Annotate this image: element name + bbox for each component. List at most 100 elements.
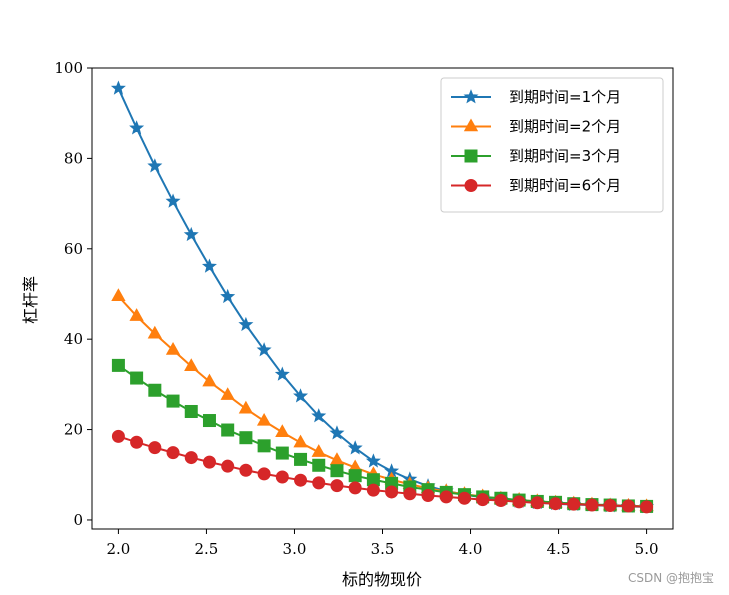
- data-point: [530, 496, 544, 510]
- data-point: [111, 288, 126, 301]
- data-point: [330, 479, 344, 493]
- x-tick-label: 3.5: [371, 540, 395, 558]
- data-point: [275, 446, 289, 460]
- x-tick-label: 5.0: [635, 540, 659, 558]
- data-point: [166, 446, 180, 460]
- data-point: [147, 325, 162, 339]
- data-point: [202, 455, 216, 469]
- data-point: [221, 459, 235, 473]
- data-point: [238, 400, 254, 414]
- legend-marker: [464, 149, 478, 163]
- data-point: [239, 463, 253, 477]
- data-point: [202, 373, 217, 387]
- data-point: [111, 358, 125, 372]
- series-3: [111, 358, 654, 513]
- data-point: [110, 80, 126, 95]
- data-point: [385, 485, 399, 499]
- ticks-layer: 2.0 2.5 3.0 3.5 4.0 4.5 5.0 0 20 40 60 80 100: [54, 59, 658, 558]
- data-point: [311, 408, 327, 423]
- legend-item: 到期时间=1个月: [451, 88, 621, 106]
- legend-marker: [463, 89, 479, 104]
- y-tick-label: 20: [64, 421, 83, 439]
- legend-item: 到期时间=6个月: [451, 177, 621, 195]
- series-line: [118, 435, 647, 508]
- data-point: [111, 429, 125, 443]
- x-tick-label: 2.5: [195, 540, 219, 558]
- data-point: [366, 483, 380, 497]
- data-point: [512, 495, 526, 509]
- data-point: [201, 258, 217, 273]
- data-point: [183, 226, 199, 242]
- legend-label: 到期时间=1个月: [509, 88, 621, 106]
- data-point: [275, 470, 289, 484]
- data-point: [439, 490, 453, 504]
- data-point: [494, 494, 508, 508]
- data-point: [184, 404, 198, 418]
- legend-item: 到期时间=3个月: [451, 147, 621, 165]
- data-point: [129, 120, 145, 135]
- data-point: [365, 453, 381, 468]
- data-point: [621, 499, 635, 513]
- data-point: [476, 493, 490, 507]
- legend-label: 到期时间=6个月: [509, 177, 621, 195]
- data-point: [603, 498, 617, 512]
- y-tick-label: 60: [64, 240, 83, 258]
- legend-marker: [463, 118, 479, 132]
- data-point: [239, 431, 253, 445]
- data-point: [256, 342, 272, 357]
- data-point: [148, 441, 162, 455]
- data-point: [130, 371, 144, 385]
- series-line: [117, 295, 647, 508]
- data-point: [238, 316, 254, 332]
- legend-label: 到期时间=3个月: [509, 147, 621, 165]
- data-point: [130, 435, 144, 449]
- data-point: [567, 497, 581, 511]
- data-point: [348, 469, 362, 483]
- data-point: [549, 497, 563, 511]
- data-point: [294, 473, 308, 487]
- data-point: [421, 489, 435, 503]
- data-point: [330, 464, 344, 478]
- data-point: [220, 288, 236, 304]
- data-point: [312, 476, 326, 490]
- series-line: [117, 364, 647, 508]
- data-point: [257, 439, 271, 453]
- y-tick-label: 40: [64, 330, 83, 348]
- x-tick-label: 4.0: [459, 540, 483, 558]
- data-point: [311, 444, 326, 457]
- data-point: [640, 500, 654, 514]
- data-point: [165, 342, 181, 355]
- data-point: [221, 423, 235, 437]
- data-point: [274, 366, 290, 381]
- x-axis-label: 标的物现价: [342, 570, 422, 589]
- data-point: [220, 387, 235, 400]
- y-axis-label: 杠杆率: [21, 276, 40, 324]
- series-2: [111, 288, 654, 512]
- legend-marker: [464, 179, 478, 192]
- data-point: [166, 394, 180, 408]
- data-point: [256, 412, 272, 426]
- data-point: [202, 414, 216, 428]
- data-point: [129, 308, 144, 321]
- legend-label: 到期时间=2个月: [509, 118, 621, 136]
- data-point: [585, 498, 599, 512]
- watermark-text: CSDN @抱抱宝: [628, 570, 714, 585]
- data-point: [457, 491, 471, 505]
- x-tick-label: 2.0: [106, 540, 130, 558]
- y-tick-label: 80: [64, 149, 83, 167]
- data-point: [312, 458, 326, 472]
- data-point: [148, 383, 162, 397]
- data-point: [275, 424, 290, 437]
- data-point: [147, 158, 163, 173]
- series-layer: [110, 80, 655, 514]
- data-point: [293, 388, 309, 403]
- data-point: [184, 358, 199, 371]
- x-tick-label: 4.5: [547, 540, 571, 558]
- data-point: [294, 452, 308, 466]
- data-point: [347, 440, 363, 455]
- data-point: [403, 487, 417, 501]
- data-point: [184, 451, 198, 465]
- legend-box: [440, 77, 664, 213]
